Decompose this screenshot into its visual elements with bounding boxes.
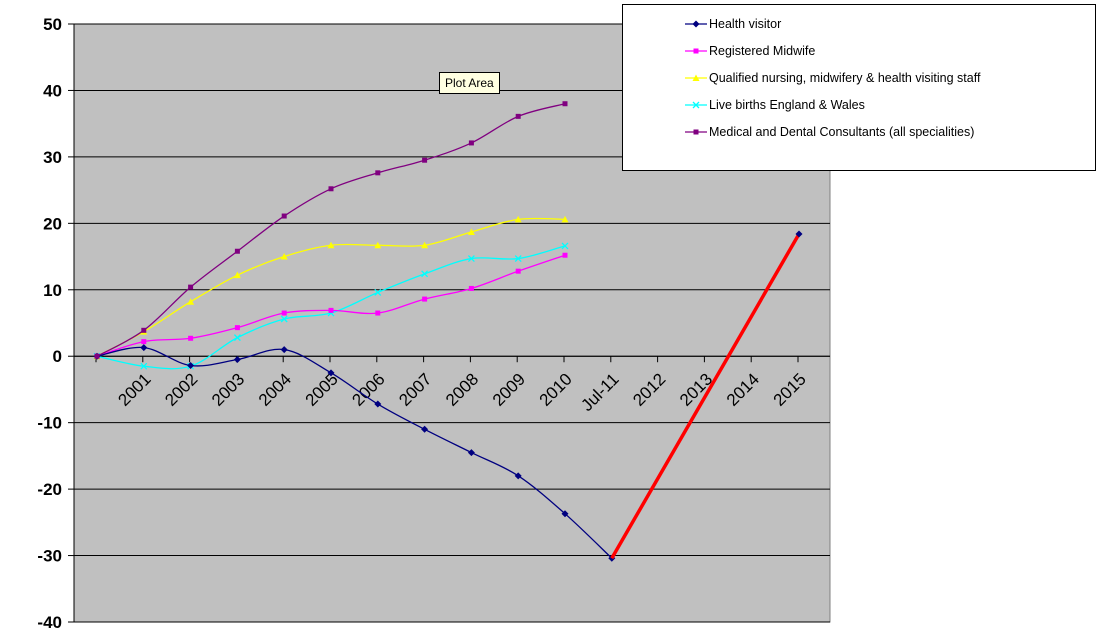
registered-midwife-point	[188, 335, 194, 341]
health-visitor-point	[374, 400, 382, 408]
y-tick-label: 10	[43, 281, 62, 300]
y-tick-label: -40	[37, 613, 62, 632]
health-visitor-point	[187, 362, 195, 370]
registered-midwife-point	[515, 268, 521, 274]
live-births-point	[233, 334, 241, 342]
live-births-point	[140, 362, 148, 370]
live-births-point	[374, 288, 382, 296]
qualified-nursing-point	[187, 298, 195, 305]
qualified-nursing-point	[467, 228, 475, 235]
registered-midwife-point	[422, 296, 428, 302]
legend: Health visitor Registered Midwife Qualifie…	[622, 4, 1096, 171]
plot-area-tooltip: Plot Area	[439, 72, 500, 94]
y-tick-label: -10	[37, 414, 62, 433]
qualified-nursing-point	[233, 271, 241, 279]
health-visitor-line	[96, 346, 613, 559]
consultants-point	[188, 284, 194, 290]
qualified-nursing-point	[514, 215, 522, 223]
health-visitor-point	[280, 346, 288, 354]
live-births-point	[280, 315, 288, 323]
y-tick-label: -20	[37, 480, 62, 499]
qualified-nursing-point	[374, 241, 382, 249]
health-visitor-point	[467, 449, 475, 457]
y-tick-label: 20	[43, 214, 62, 233]
registered-midwife-point	[468, 285, 474, 291]
consultants-point	[328, 186, 334, 192]
health-visitor-point	[421, 425, 429, 433]
consultants-point	[515, 113, 521, 119]
legend-swatch	[685, 129, 707, 135]
live-births-point	[467, 255, 475, 263]
y-tick-label: 30	[43, 148, 62, 167]
qualified-nursing-point	[327, 241, 335, 249]
projection-end-point	[795, 230, 803, 238]
legend-swatch	[685, 101, 707, 109]
health-visitor-point	[140, 344, 148, 352]
legend-item-registered-midwife: Registered Midwife	[685, 41, 816, 61]
consultants-point	[422, 157, 428, 163]
legend-swatch	[685, 48, 707, 54]
legend-label: Medical and Dental Consultants (all spec…	[709, 125, 975, 139]
live-births-point	[561, 242, 569, 250]
consultants-point	[562, 101, 568, 107]
consultants-point	[375, 170, 381, 176]
registered-midwife-point	[141, 339, 147, 345]
qualified-nursing-point	[280, 253, 288, 260]
y-tick-label: 0	[53, 347, 62, 366]
registered-midwife-point	[234, 325, 240, 331]
legend-item-consultants: Medical and Dental Consultants (all spec…	[685, 122, 975, 142]
registered-midwife-point	[281, 310, 287, 316]
registered-midwife-point	[328, 307, 334, 313]
legend-item-health-visitor: Health visitor	[685, 14, 782, 34]
legend-label: Qualified nursing, midwifery & health vi…	[709, 71, 981, 85]
y-tick-label: -30	[37, 547, 62, 566]
qualified-nursing-point	[561, 215, 569, 223]
health-visitor-point	[327, 369, 335, 377]
legend-item-live-births: Live births England & Wales	[685, 95, 865, 115]
legend-label: Health visitor	[709, 17, 782, 31]
consultants-point	[141, 327, 147, 333]
projection-line	[610, 233, 801, 560]
consultants-point	[468, 140, 474, 146]
consultants-point	[234, 248, 240, 254]
legend-swatch	[685, 74, 707, 81]
registered-midwife-point	[562, 252, 568, 258]
y-tick-label: 50	[43, 15, 62, 34]
registered-midwife-point	[375, 310, 381, 316]
legend-label: Registered Midwife	[709, 44, 816, 58]
legend-item-qualified-nursing: Qualified nursing, midwifery & health vi…	[685, 68, 981, 88]
y-tick-label: 40	[43, 81, 62, 100]
live-births-point	[421, 270, 429, 278]
legend-label: Live births England & Wales	[709, 98, 865, 112]
health-visitor-point	[561, 510, 569, 518]
legend-swatch	[685, 20, 707, 28]
consultants-point	[94, 353, 100, 359]
qualified-nursing-point	[421, 241, 429, 249]
health-visitor-point	[233, 356, 241, 364]
live-births-point	[514, 255, 522, 263]
consultants-point	[281, 213, 287, 219]
health-visitor-point	[514, 472, 522, 480]
